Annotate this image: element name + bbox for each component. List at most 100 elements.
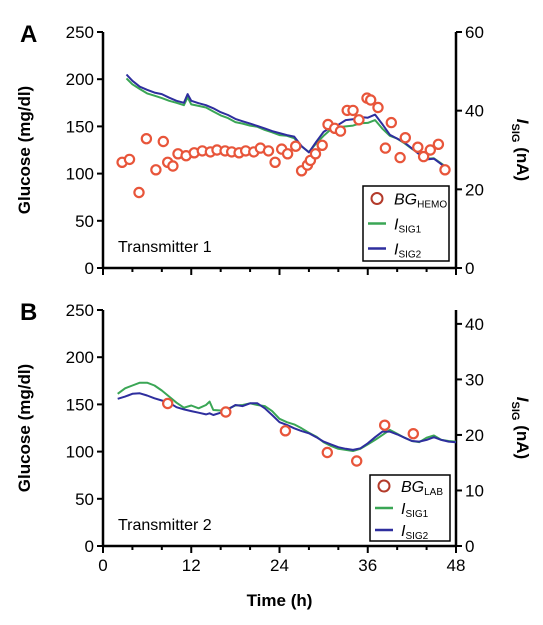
- legend-marker-circle: [377, 479, 391, 493]
- data-point: [417, 150, 430, 163]
- legend-label-main: I: [394, 242, 399, 259]
- legend-marker-circle: [370, 192, 384, 205]
- data-point: [150, 164, 162, 176]
- y-tick-label: 250: [66, 23, 94, 42]
- panel-b: B 0 50 100 150 200 250 0 10 20 30 40 0 12 24 36 48 Glucos…: [15, 299, 532, 610]
- legend-label-main: I: [394, 217, 399, 234]
- y2-label-main: I: [513, 397, 532, 403]
- x-tick-label: 48: [447, 556, 466, 575]
- data-point: [290, 140, 302, 152]
- y2-tick-label: 20: [465, 426, 484, 445]
- data-point: [269, 156, 281, 168]
- legend-label-sub: LAB: [424, 487, 443, 498]
- y-tick-label: 100: [66, 165, 94, 184]
- data-point: [309, 148, 322, 160]
- y2-tick-label: 20: [465, 180, 484, 199]
- data-point: [281, 148, 294, 160]
- legend-label: BGHEMO: [394, 192, 447, 211]
- data-point: [379, 419, 391, 431]
- data-point: [379, 142, 392, 154]
- x-tick-label: 0: [98, 556, 107, 575]
- y2-label-sub: SIG: [509, 402, 521, 421]
- data-point: [262, 145, 275, 157]
- y-axis-label: Glucose (mg/dl): [15, 364, 34, 492]
- series-i-sig1: [117, 381, 457, 452]
- y2-tick-label: 60: [465, 23, 484, 42]
- data-point: [133, 186, 145, 199]
- series-i-sig2: [117, 392, 457, 451]
- legend-label-sub: SIG1: [405, 509, 428, 520]
- data-point: [412, 141, 424, 153]
- y2-tick-label: 0: [465, 259, 474, 278]
- data-point: [279, 425, 292, 437]
- y2-tick-label: 30: [465, 370, 484, 389]
- y-tick-label: 150: [66, 117, 94, 136]
- legend-label-sub: SIG1: [398, 225, 421, 236]
- y-tick-label: 0: [85, 537, 94, 556]
- legend-label: ISIG2: [394, 242, 422, 261]
- data-point: [316, 139, 328, 151]
- legend-label-main: BG: [401, 479, 424, 496]
- data-point: [394, 151, 406, 164]
- x-tick-label: 36: [358, 556, 377, 575]
- y2-label-main: I: [513, 119, 532, 125]
- x-axis-label: Time (h): [247, 591, 313, 610]
- y-tick-label: 200: [66, 348, 94, 367]
- y-axis-label: Glucose (mg/dl): [15, 86, 34, 214]
- legend-label: ISIG2: [401, 523, 429, 542]
- y-tick-label: 50: [75, 212, 94, 231]
- legend-label: ISIG1: [394, 217, 422, 236]
- data-point: [365, 94, 377, 106]
- panel-letter: B: [20, 299, 37, 326]
- y2-label-unit: (nA): [513, 142, 532, 181]
- transmitter-label: Transmitter 2: [118, 517, 212, 534]
- y2-tick-label: 40: [465, 315, 484, 334]
- data-point: [385, 116, 397, 129]
- series-i-sig2: [125, 73, 446, 168]
- series-i-sig1: [125, 77, 446, 167]
- y2-axis-label: ISIG (nA): [509, 397, 532, 459]
- legend-label-sub: HEMO: [417, 200, 447, 211]
- data-point: [347, 104, 359, 117]
- legend-label-main: BG: [394, 192, 417, 209]
- legend-label-sub: SIG2: [398, 250, 421, 261]
- legend-label: BGLAB: [401, 479, 443, 498]
- data-point: [372, 101, 384, 114]
- y2-label-sub: SIG: [509, 124, 521, 143]
- y-tick-label: 150: [66, 395, 94, 414]
- y2-tick-label: 40: [465, 102, 484, 121]
- data-point: [424, 144, 436, 156]
- y2-tick-label: 0: [465, 537, 474, 556]
- data-point: [161, 397, 174, 410]
- data-point: [407, 428, 419, 440]
- data-point: [140, 132, 153, 145]
- data-point: [351, 455, 363, 467]
- legend-label-sub: SIG2: [405, 531, 428, 542]
- data-point: [220, 406, 232, 418]
- y2-axis-label: ISIG (nA): [509, 119, 532, 181]
- y-tick-label: 0: [85, 259, 94, 278]
- data-point: [334, 125, 347, 137]
- y-tick-label: 250: [66, 301, 94, 320]
- data-point: [157, 135, 169, 148]
- data-point: [399, 131, 411, 144]
- data-point: [439, 164, 451, 176]
- y2-tick-label: 10: [465, 481, 484, 500]
- legend-label-main: I: [401, 501, 406, 518]
- panel-letter: A: [20, 21, 37, 48]
- legend-label-main: I: [401, 523, 406, 540]
- y-tick-label: 200: [66, 70, 94, 89]
- y-tick-label: 50: [75, 490, 94, 509]
- x-tick-label: 12: [182, 556, 201, 575]
- data-point: [123, 153, 136, 166]
- data-point: [167, 160, 179, 172]
- transmitter-label: Transmitter 1: [118, 239, 212, 256]
- y2-label-unit: (nA): [513, 420, 532, 459]
- data-point: [321, 446, 333, 459]
- data-point: [353, 114, 365, 126]
- data-point: [432, 138, 445, 150]
